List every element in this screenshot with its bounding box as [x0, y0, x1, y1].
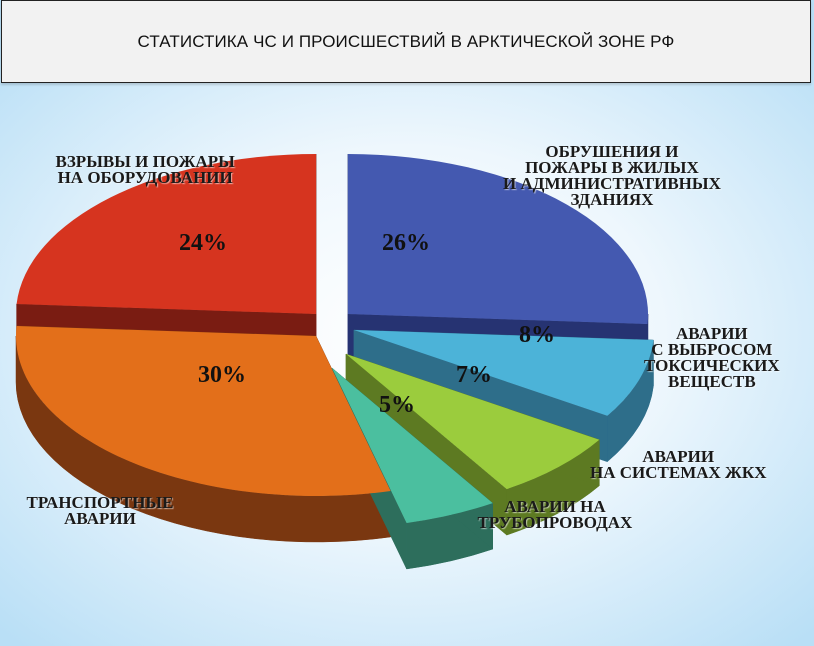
category-label: АВАРИИ НА СИСТЕМАХ ЖКХ: [590, 447, 767, 482]
category-label: ТРАНСПОРТНЫЕ АВАРИИ: [26, 493, 174, 528]
category-label: АВАРИИ НА ТРУБОПРОВОДАХ: [477, 497, 633, 532]
pie-slice: [354, 330, 654, 416]
title-bar: СТАТИСТИКА ЧС И ПРОИСШЕСТВИЙ В АРКТИЧЕСК…: [1, 0, 811, 83]
pie-slice: [16, 154, 317, 314]
value-label: 30%: [198, 362, 246, 388]
chart-title: СТАТИСТИКА ЧС И ПРОИСШЕСТВИЙ В АРКТИЧЕСК…: [137, 31, 675, 51]
value-label: 24%: [179, 230, 227, 256]
category-label: ОБРУШЕНИЯ И ПОЖАРЫ В ЖИЛЫХ И АДМИНИСТРАТ…: [503, 142, 721, 209]
category-label: ВЗРЫВЫ И ПОЖАРЫ НА ОБОРУДОВАНИИ: [55, 152, 235, 187]
category-label: АВАРИИ С ВЫБРОСОМ ТОКСИЧЕСКИХ ВЕЩЕСТВ: [644, 324, 780, 391]
value-label: 5%: [379, 392, 415, 418]
pie-slice: [332, 368, 493, 523]
value-label: 26%: [382, 230, 430, 256]
pie-slice: [348, 154, 648, 325]
value-label: 8%: [519, 322, 555, 348]
pie-tops: [16, 154, 654, 523]
pie-slice: [346, 354, 600, 490]
pie-slice: [16, 325, 391, 496]
value-label: 7%: [456, 362, 492, 388]
